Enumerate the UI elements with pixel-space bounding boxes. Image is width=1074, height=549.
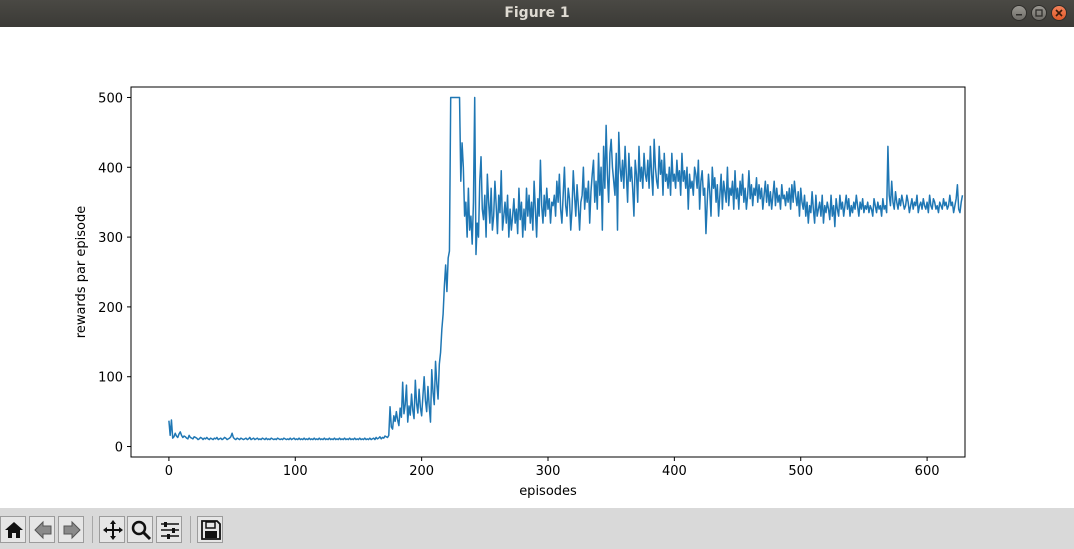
window-title: Figure 1 [504,5,570,21]
configure-subplots-icon [161,522,179,539]
reward-series-line [168,96,964,441]
maximize-button[interactable] [1031,5,1047,21]
save-icon [201,520,221,540]
x-tick-label: 300 [536,464,561,479]
y-tick-label: 200 [98,301,123,316]
minimize-button[interactable] [1011,5,1027,21]
zoom-icon [131,520,152,541]
y-axis-label: rewards par episode [74,206,89,338]
y-tick-label: 0 [115,441,123,456]
figure-canvas: 0 100 200 300 400 500 600 0 100 200 300 400 500 epi… [0,27,1074,508]
home-icon [5,522,23,538]
back-icon [34,520,52,540]
chart: 0 100 200 300 400 500 600 0 100 200 300 400 500 epi… [74,86,966,499]
x-tick-label: 600 [915,464,940,479]
pan-button[interactable] [99,516,125,543]
x-tick-label: 100 [283,464,308,479]
x-tick-label: 400 [662,464,687,479]
x-tick-label: 500 [788,464,813,479]
back-button[interactable] [29,516,55,543]
toolbar-separator [92,516,93,543]
forward-button[interactable] [58,516,84,543]
maximize-icon [1035,9,1043,17]
configure-subplots-button[interactable] [156,516,182,543]
x-tick-label: 0 [165,464,173,479]
toolbar-separator [190,516,191,543]
y-tick-label: 100 [98,371,123,386]
window-titlebar: Figure 1 [0,0,1074,27]
forward-icon [63,520,81,540]
y-tick-label: 500 [98,91,123,106]
minimize-icon [1016,14,1022,16]
pan-icon [103,520,123,540]
home-button[interactable] [0,516,26,543]
plot-area [130,86,966,458]
close-icon [1055,9,1063,17]
x-axis-label: episodes [519,484,577,499]
save-button[interactable] [197,516,223,543]
y-tick-label: 300 [98,231,123,246]
zoom-button[interactable] [127,516,153,543]
navigation-toolbar [0,508,1074,549]
y-tick-label: 400 [98,161,123,176]
x-tick-label: 200 [409,464,434,479]
close-button[interactable] [1051,5,1067,21]
